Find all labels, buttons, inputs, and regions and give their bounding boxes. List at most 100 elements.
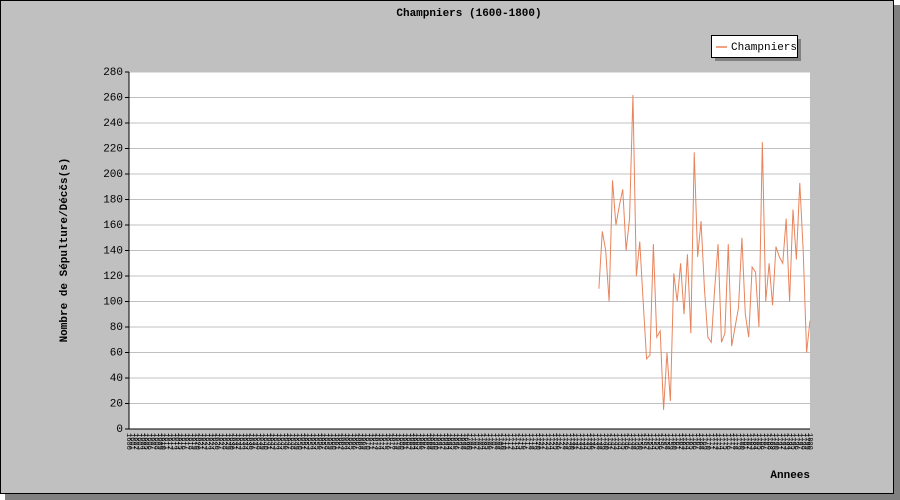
x-tick-label: 1767 [693, 433, 701, 450]
x-tick-label: 1601 [128, 433, 136, 450]
x-tick-label: 1611 [162, 433, 170, 450]
x-tick-label: 1800 [805, 433, 813, 450]
x-tick-label: 1745 [618, 433, 626, 450]
x-tick-label: 1721 [536, 433, 544, 450]
x-tick-label: 1717 [523, 433, 531, 450]
x-tick-label: 1651 [298, 433, 306, 450]
x-tick-label: 1757 [659, 433, 667, 450]
x-tick-label: 1652 [301, 433, 309, 450]
x-tick-label: 1766 [689, 433, 697, 450]
x-tick-label: 1684 [410, 433, 418, 450]
x-tick-label: 1725 [550, 433, 558, 450]
x-tick-label: 1663 [339, 433, 347, 450]
x-tick-label: 1735 [584, 433, 592, 450]
x-tick-label: 1749 [632, 433, 640, 450]
x-tick-label: 1759 [666, 433, 674, 450]
x-tick-label: 1716 [519, 433, 527, 450]
x-tick-label: 1671 [366, 433, 374, 450]
x-tick-label: 1602 [131, 433, 139, 450]
x-tick-label: 1698 [458, 433, 466, 450]
x-tick-label: 1783 [747, 433, 755, 450]
x-tick-label: 1618 [185, 433, 193, 450]
x-tick-label: 1702 [471, 433, 479, 450]
x-tick-label: 1755 [652, 433, 660, 450]
y-tick-label: 160 [103, 220, 123, 232]
x-tick-label: 1672 [369, 433, 377, 450]
x-tick-label: 1722 [540, 433, 548, 450]
x-tick-label: 1719 [529, 433, 537, 450]
x-tick-label: 1674 [376, 433, 384, 450]
y-tick-label: 140 [103, 245, 123, 257]
x-tick-label: 1751 [638, 433, 646, 450]
x-tick-label: 1796 [792, 433, 800, 450]
x-tick-label: 1734 [580, 433, 588, 450]
y-tick-label: 240 [103, 118, 123, 130]
x-tick-label: 1710 [499, 433, 507, 450]
x-tick-label: 1682 [403, 433, 411, 450]
x-tick-label: 1742 [608, 433, 616, 450]
x-tick-label: 1711 [502, 433, 510, 450]
x-tick-label: 1617 [182, 433, 190, 450]
line [598, 94, 811, 410]
x-tick-label: 1780 [737, 433, 745, 450]
x-tick-label: 1639 [257, 433, 265, 450]
x-tick-label: 1792 [778, 433, 786, 450]
x-tick-label: 1798 [798, 433, 806, 450]
x-tick-label: 1632 [233, 433, 241, 450]
x-tick-label: 1603 [134, 433, 142, 450]
x-tick-label: 1750 [635, 433, 643, 450]
x-tick-label: 1781 [740, 433, 748, 450]
x-tick-label: 1613 [168, 433, 176, 450]
x-tick-label: 1675 [380, 433, 388, 450]
x-tick-label: 1689 [427, 433, 435, 450]
x-tick-label: 1772 [710, 433, 718, 450]
x-tick-label: 1679 [393, 433, 401, 450]
x-tick-label: 1653 [305, 433, 313, 450]
x-tick-label: 1709 [495, 433, 503, 450]
x-tick-label: 1656 [315, 433, 323, 450]
x-tick-label: 1669 [359, 433, 367, 450]
x-tick-label: 1707 [488, 433, 496, 450]
x-tick-label: 1756 [655, 433, 663, 450]
x-tick-label: 1715 [516, 433, 524, 450]
x-tick-label: 1736 [587, 433, 595, 450]
x-tick-label: 1770 [703, 433, 711, 450]
x-tick-label: 1730 [567, 433, 575, 450]
x-tick-label: 1614 [172, 433, 180, 450]
x-tick-label: 1708 [492, 433, 500, 450]
x-tick-label: 1718 [526, 433, 534, 450]
x-tick-label: 1701 [468, 433, 476, 450]
x-tick-label: 1690 [431, 433, 439, 450]
x-tick-label: 1655 [311, 433, 319, 450]
x-tick-label: 1654 [308, 433, 316, 450]
x-tick-label: 1773 [713, 433, 721, 450]
x-tick-label: 1729 [563, 433, 571, 450]
x-tick-label: 1752 [642, 433, 650, 450]
x-tick-label: 1604 [138, 433, 146, 450]
x-tick-label: 1629 [223, 433, 231, 450]
x-tick-label: 1667 [352, 433, 360, 450]
y-tick-label: 0 [116, 424, 123, 436]
x-tick-label: 1627 [216, 433, 224, 450]
x-tick-label: 1665 [345, 433, 353, 450]
x-tick-label: 1789 [768, 433, 776, 450]
x-tick-label: 1737 [591, 433, 599, 450]
x-tick-label: 1657 [318, 433, 326, 450]
x-tick-label: 1693 [441, 433, 449, 450]
x-tick-label: 1662 [335, 433, 343, 450]
x-tick-label: 1713 [509, 433, 517, 450]
x-tick-label: 1748 [628, 433, 636, 450]
x-tick-label: 1778 [730, 433, 738, 450]
y-tick-label: 220 [103, 143, 123, 155]
x-tick-label: 1664 [342, 433, 350, 450]
x-tick-label: 1785 [754, 433, 762, 450]
x-tick-label: 1746 [621, 433, 629, 450]
x-tick-label: 1739 [597, 433, 605, 450]
x-tick-label: 1638 [254, 433, 262, 450]
x-tick-label: 1712 [506, 433, 514, 450]
x-tick-label: 1754 [649, 433, 657, 450]
x-tick-label: 1795 [788, 433, 796, 450]
x-tick-label: 1774 [717, 433, 725, 450]
x-tick-label: 1762 [676, 433, 684, 450]
x-tick-label: 1623 [202, 433, 210, 450]
